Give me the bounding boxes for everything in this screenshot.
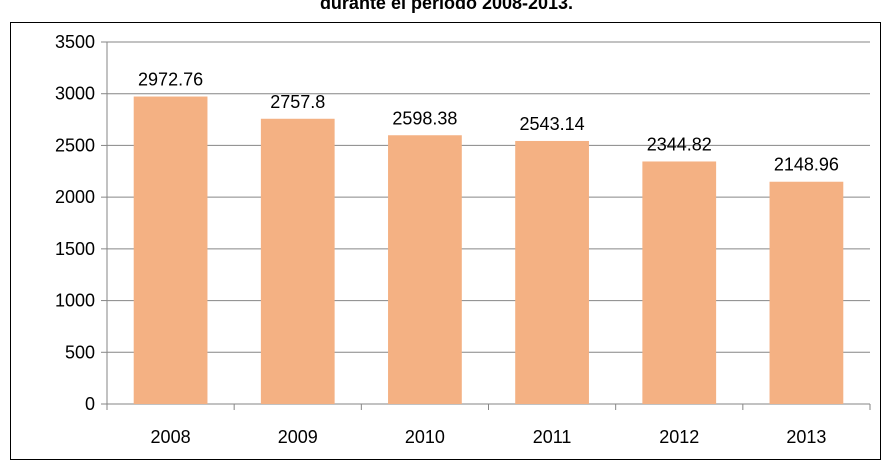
y-tick-label: 1000 bbox=[55, 291, 95, 311]
bar-2009 bbox=[260, 118, 335, 405]
x-tick-label: 2009 bbox=[278, 427, 318, 447]
x-tick-label: 2013 bbox=[786, 427, 826, 447]
data-label: 2344.82 bbox=[647, 134, 712, 154]
y-tick-label: 500 bbox=[65, 342, 95, 362]
x-tick-label: 2011 bbox=[533, 427, 572, 447]
bar-2011 bbox=[515, 140, 589, 404]
y-tick-label: 1500 bbox=[55, 239, 95, 259]
x-tick-label: 2010 bbox=[405, 427, 445, 447]
data-label: 2148.96 bbox=[774, 155, 839, 175]
axes: 0 500 1000 1500 2000 2500 3000 3500 bbox=[55, 32, 871, 414]
data-label: 2543.14 bbox=[520, 114, 585, 134]
chart-title: durante el periodo 2008-2013. bbox=[319, 0, 574, 13]
labels: 2008 2972.76 2009 2757.8 2010 2598.38 2011 2543… bbox=[138, 70, 839, 447]
y-tick-label: 2000 bbox=[55, 187, 95, 207]
data-label: 2972.76 bbox=[138, 70, 203, 90]
y-tick-label: 3000 bbox=[55, 84, 95, 104]
y-tick-label: 3500 bbox=[55, 32, 95, 52]
data-label: 2757.8 bbox=[270, 92, 325, 112]
x-tick-label: 2008 bbox=[151, 427, 191, 447]
bar-2008 bbox=[133, 96, 208, 404]
bar-2010 bbox=[388, 135, 462, 404]
gridlines bbox=[107, 41, 870, 405]
x-tick-label: 2012 bbox=[659, 427, 699, 447]
y-tick-label: 2500 bbox=[55, 135, 95, 155]
chart-frame bbox=[10, 22, 881, 460]
y-tick-label: 0 bbox=[85, 394, 95, 414]
bars bbox=[133, 96, 844, 405]
bar-2012 bbox=[642, 161, 717, 404]
data-label: 2598.38 bbox=[392, 108, 457, 128]
bar-2013 bbox=[769, 181, 844, 404]
